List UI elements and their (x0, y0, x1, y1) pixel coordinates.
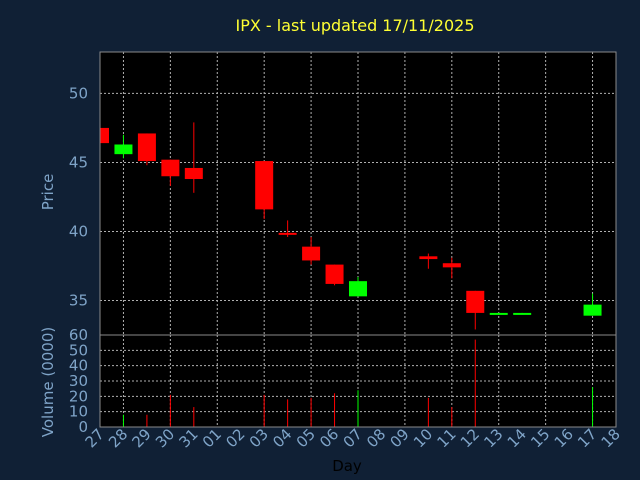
candle (278, 220, 297, 237)
volume-panel-border (99, 334, 617, 428)
volume-tick-label: 60 (69, 326, 88, 344)
price-tick-label: 45 (69, 153, 88, 171)
x-tick-labels: 2728293031010203040506070809101112131415… (82, 425, 624, 451)
candle-body (184, 167, 203, 180)
candle (137, 133, 156, 166)
candle-body (100, 127, 109, 144)
candle-body (302, 246, 321, 261)
price-tick-label: 35 (69, 291, 88, 309)
candle-body (583, 304, 602, 316)
candle-body (255, 161, 274, 210)
candle (114, 134, 133, 159)
candle (349, 277, 367, 297)
candle (442, 257, 461, 279)
candle (302, 236, 321, 265)
candle-body (114, 144, 133, 155)
candle-body (442, 263, 461, 268)
candle-body (137, 133, 156, 162)
candle (99, 127, 109, 144)
candle-body (349, 281, 367, 297)
volume-tick-label: 30 (69, 372, 88, 390)
volume-tick-label: 0 (78, 418, 88, 436)
candle (466, 290, 485, 330)
candle (419, 253, 438, 269)
price-tick-label: 50 (69, 84, 88, 102)
volume-tick-label: 20 (69, 387, 88, 405)
volume-tick-label: 40 (69, 357, 88, 375)
candle-body (419, 256, 438, 260)
volume-tick-label: 50 (69, 341, 88, 359)
price-axis-label: Price (39, 174, 57, 211)
candle (325, 264, 344, 286)
volume-tick-label: 10 (69, 403, 88, 421)
volume-axis-label: Volume (0000) (39, 327, 57, 437)
candle (184, 122, 203, 193)
candle (255, 161, 274, 220)
candle-body (466, 290, 485, 313)
price-panel: 35 40 45 50 (69, 51, 617, 336)
candle (161, 159, 180, 186)
candle-body (161, 159, 180, 177)
candle-body (513, 312, 532, 315)
candle (513, 312, 532, 315)
candle-body (489, 312, 508, 315)
price-tick-label: 40 (69, 222, 88, 240)
candle-body (278, 232, 297, 235)
candle (489, 312, 508, 315)
candle-body (325, 264, 344, 284)
candle (583, 293, 602, 316)
chart-title: IPX - last updated 17/11/2025 (235, 16, 474, 35)
x-axis-label: Day (332, 457, 362, 475)
